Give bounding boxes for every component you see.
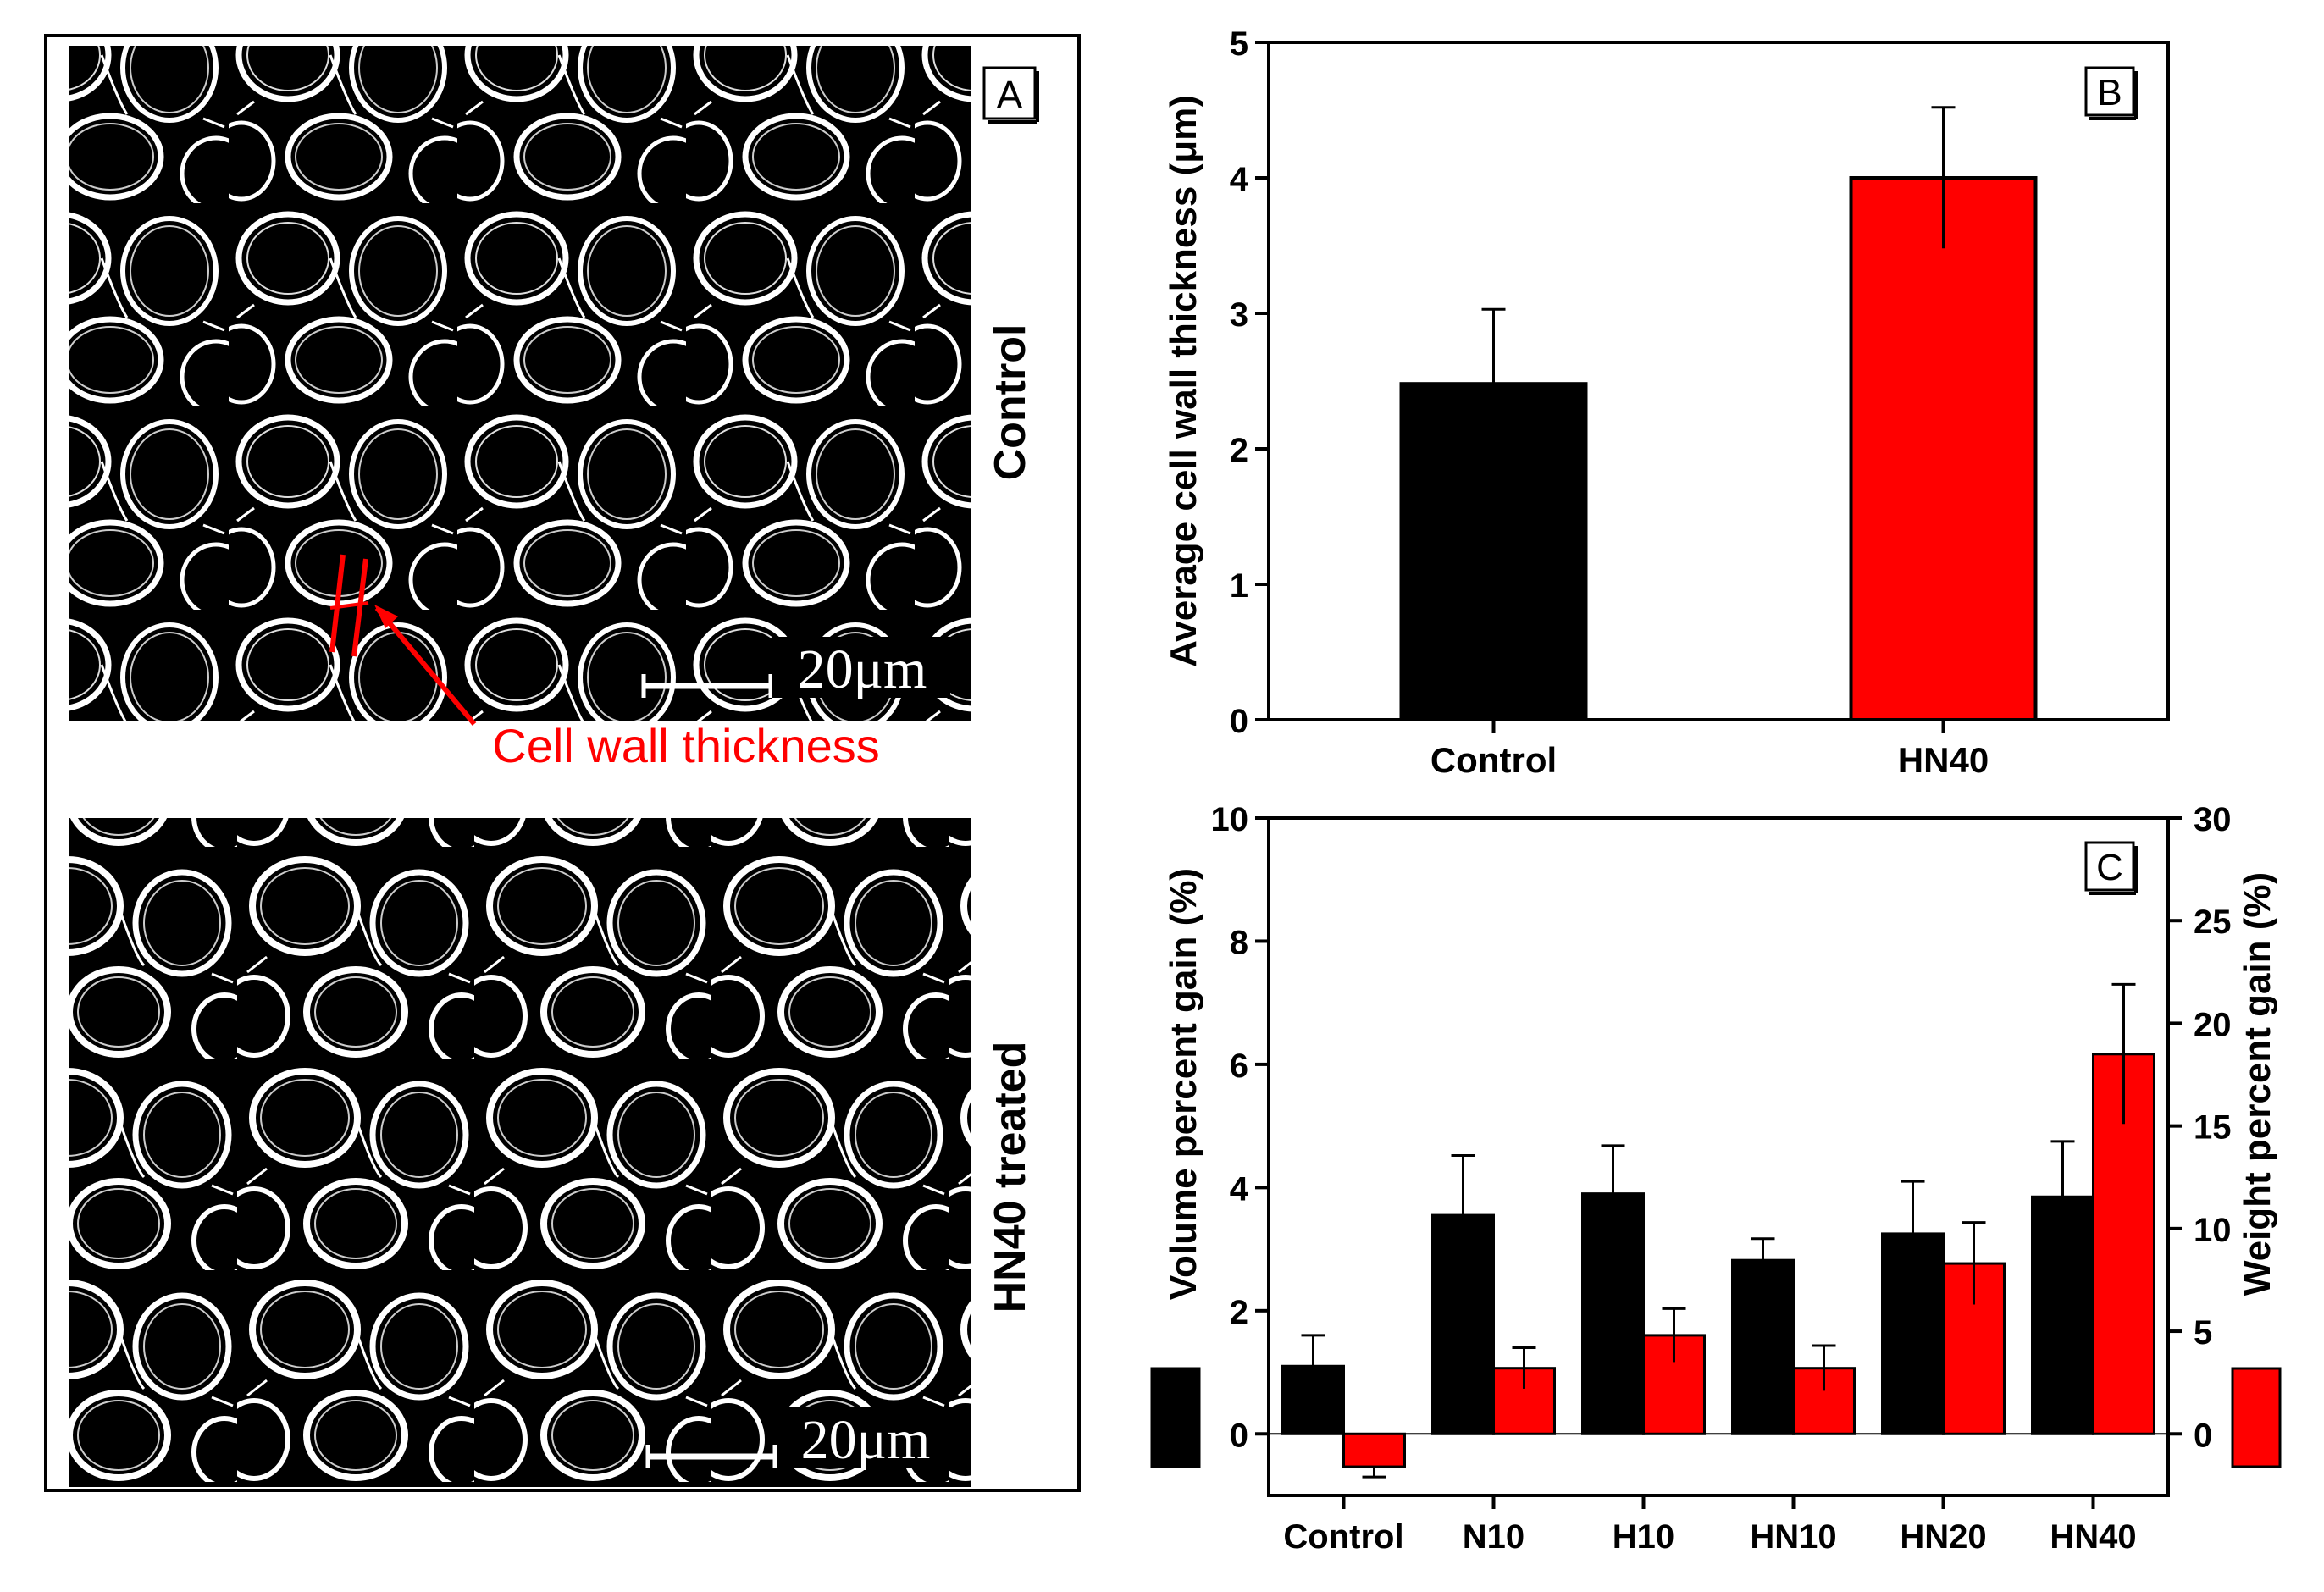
chart-c-ylabel-left: Volume percent gain (%)	[1163, 868, 1204, 1300]
chart-b-frame	[1267, 41, 2170, 721]
chart-c-weight-errorbar-hn40	[2111, 982, 2136, 1125]
chart-b-ylabel: Average cell wall thickness (μm)	[1163, 95, 1204, 667]
chart-b-errorbar-control	[1481, 307, 1506, 459]
chart-c-volume-errorbar-control	[1301, 1334, 1325, 1367]
chart-c-volume-errorbar-hn10	[1751, 1237, 1775, 1261]
panel-a-label-box	[982, 66, 1037, 120]
chart-c-volume-errorbar-h10	[1601, 1144, 1625, 1194]
chart-c-ytick-right-label: 15	[2194, 1109, 2232, 1147]
chart-c-xtick-label: H10	[1613, 1518, 1674, 1556]
chart-b: B Average cell wall thickness (μm) 0 1 2 3 4…	[1163, 25, 2170, 780]
chart-c: C Volume percent gain (%) Weight percent…	[1150, 801, 2282, 1556]
chart-b-ytick-label: 4	[1230, 161, 1249, 198]
chart-c-weight-errorbar-h10	[1662, 1307, 1686, 1363]
chart-b-xtick-label: Control	[1430, 740, 1557, 780]
chart-c-xtick-label: HN40	[2050, 1518, 2136, 1556]
chart-c-ytick-right-label: 10	[2194, 1212, 2232, 1249]
chart-c-ytick-right-label: 20	[2194, 1006, 2232, 1043]
chart-c-xtick-label: HN20	[1900, 1518, 1986, 1556]
chart-c-xtick-label: Control	[1283, 1518, 1403, 1556]
chart-c-ytick-right-label: 0	[2194, 1417, 2212, 1454]
scale-bar-bottom-label: 20μm	[801, 1409, 931, 1471]
chart-b-ytick-label: 3	[1230, 296, 1248, 334]
control-micrograph	[69, 46, 971, 721]
chart-c-ytick-left-label: 6	[1230, 1048, 1248, 1085]
chart-c-xtick-label: HN10	[1750, 1518, 1836, 1556]
chart-c-ytick-left-label: 2	[1230, 1294, 1248, 1331]
chart-c-volume-bar-control	[1281, 1364, 1345, 1435]
chart-c-ytick-left-label: 0	[1230, 1417, 1248, 1454]
cell-wall-annotation: Cell wall thickness	[492, 719, 880, 772]
panel-c-label-box	[2084, 841, 2135, 892]
scale-bar-top-label: 20μm	[798, 638, 927, 700]
panel-a-label: A	[997, 73, 1023, 117]
chart-c-ytick-right-label: 30	[2194, 801, 2232, 838]
chart-c-frame	[1267, 816, 2170, 1497]
hn40-caption: HN40 treated	[986, 1042, 1035, 1313]
chart-c-ytick-right-label: 5	[2194, 1314, 2212, 1352]
chart-c-weight-bar-control	[1342, 1432, 1406, 1468]
chart-b-ytick-label: 1	[1230, 567, 1248, 605]
chart-c-ytick-left-label: 10	[1211, 801, 1249, 838]
chart-c-weight-errorbar-control	[1362, 1467, 1386, 1479]
chart-c-volume-errorbar-hn20	[1901, 1180, 1925, 1234]
chart-b-errorbar-hn40	[1931, 106, 1956, 249]
chart-b-ytick-label: 5	[1230, 25, 1248, 63]
chart-b-ytick-label: 2	[1230, 432, 1248, 469]
cell-wall-marker	[329, 554, 477, 726]
chart-c-weight-errorbar-n10	[1512, 1346, 1536, 1389]
chart-c-volume-bar-h10	[1581, 1192, 1645, 1435]
chart-c-volume-bar-hn10	[1731, 1258, 1795, 1435]
chart-c-volume-bar-hn20	[1881, 1232, 1945, 1435]
legend-weight-swatch	[2231, 1367, 2282, 1468]
panel-c-label: C	[2096, 847, 2123, 888]
hn40-micrograph	[69, 818, 971, 1487]
chart-c-volume-bar-hn40	[2031, 1195, 2094, 1435]
chart-c-weight-errorbar-hn10	[1812, 1344, 1836, 1391]
chart-c-ylabel-right: Weight percent gain (%)	[2237, 872, 2278, 1296]
chart-c-ytick-left-label: 4	[1230, 1170, 1249, 1208]
chart-c-ytick-left-label: 8	[1230, 924, 1248, 961]
panel-b-label-box	[2084, 66, 2135, 117]
legend-volume-swatch	[1150, 1367, 1201, 1468]
control-caption: Control	[986, 324, 1035, 481]
chart-c-xtick-label: N10	[1463, 1518, 1524, 1556]
chart-c-volume-errorbar-n10	[1451, 1154, 1475, 1216]
chart-b-bar-hn40	[1849, 176, 2038, 721]
annotation-arrow	[374, 606, 477, 726]
chart-b-ytick-label: 0	[1230, 703, 1248, 740]
panel-b-label: B	[2097, 72, 2122, 113]
chart-c-ytick-right-label: 25	[2194, 904, 2232, 941]
chart-c-volume-bar-n10	[1431, 1213, 1495, 1435]
chart-b-xtick-label: HN40	[1898, 740, 1989, 780]
chart-c-volume-errorbar-hn40	[2050, 1140, 2075, 1197]
chart-c-weight-errorbar-hn20	[1962, 1221, 1986, 1305]
